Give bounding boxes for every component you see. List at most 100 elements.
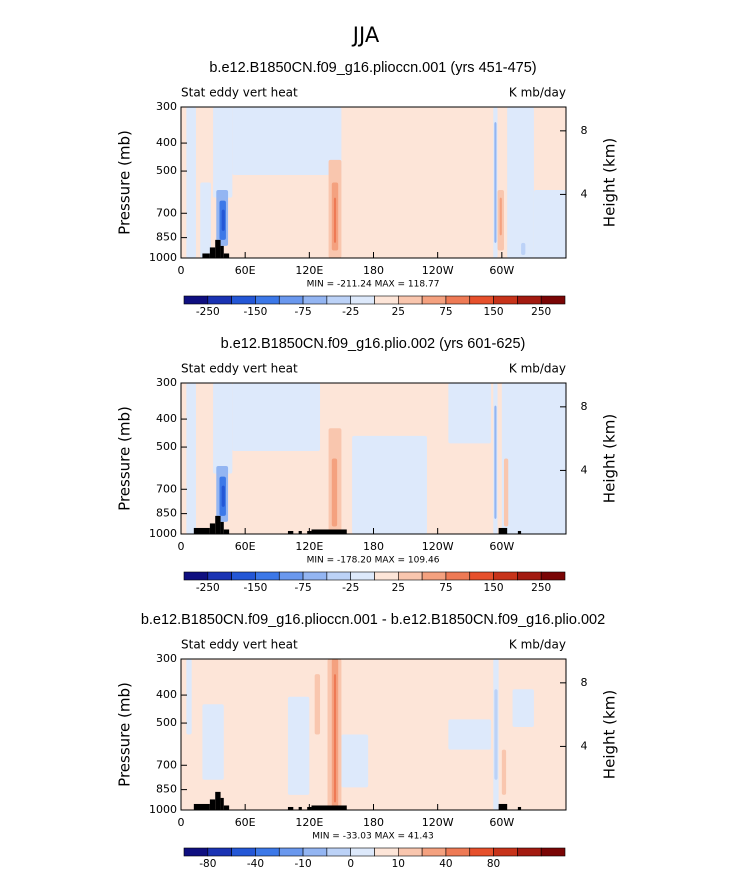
colorbar-label: -75 <box>294 306 311 318</box>
x-tick-label: 120E <box>295 540 323 553</box>
colorbar-box <box>493 295 518 305</box>
colorbar-label: 25 <box>392 582 405 594</box>
colorbar-box <box>445 295 471 305</box>
y2-tick-label: 8 <box>581 676 588 689</box>
topography <box>202 253 210 258</box>
topography <box>311 529 347 534</box>
topography <box>215 239 221 258</box>
y2-tick-label: 4 <box>581 463 588 476</box>
topography <box>517 806 522 810</box>
y-axis-label: Pressure (mb) <box>116 406 134 511</box>
colorbar-box <box>493 847 518 857</box>
colorbar-label: -250 <box>196 582 220 594</box>
colorbar-box <box>540 571 566 581</box>
panel-title: b.e12.B1850CN.f09_g16.plioccn.001 - b.e1… <box>141 612 605 628</box>
colorbar-box <box>469 847 494 857</box>
x-tick-label: 120E <box>295 264 323 277</box>
colorbar-box <box>183 571 209 581</box>
colorbar-box <box>350 295 375 305</box>
topography <box>215 791 221 810</box>
topography <box>209 523 216 534</box>
contour-region <box>331 458 338 527</box>
y-tick-label: 850 <box>156 783 177 796</box>
colorbar-label: 150 <box>484 582 504 594</box>
y2-tick-label: 4 <box>581 739 588 752</box>
contour-region <box>186 383 196 534</box>
topography <box>220 521 224 534</box>
panel-title: b.e12.B1850CN.f09_g16.plioccn.001 (yrs 4… <box>209 60 536 76</box>
colorbar-box <box>231 847 256 857</box>
colorbar-label: -25 <box>342 582 359 594</box>
y-tick-label: 1000 <box>149 803 177 816</box>
contour-region <box>521 242 526 255</box>
colorbar-box <box>540 847 566 857</box>
colorbar-label: 150 <box>484 306 504 318</box>
contour-region <box>503 458 509 527</box>
x-tick-label: 180 <box>363 540 384 553</box>
contour-region <box>533 190 566 258</box>
y-tick-label: 400 <box>156 688 177 701</box>
topography <box>517 530 522 534</box>
left-label: Stat eddy vert heat <box>181 362 298 376</box>
topography <box>220 797 224 810</box>
colorbar-box <box>374 847 399 857</box>
topography <box>193 803 210 810</box>
x-tick-label: 120E <box>295 816 323 829</box>
colorbar-label: -10 <box>294 858 311 870</box>
y-tick-label: 500 <box>156 716 177 729</box>
y-tick-label: 500 <box>156 440 177 453</box>
topography <box>298 806 302 810</box>
colorbar-label: 40 <box>439 858 452 870</box>
topography <box>215 515 221 534</box>
colorbar-box <box>278 295 304 305</box>
contour-region <box>501 383 566 534</box>
topography <box>298 530 302 534</box>
colorbar-label: -40 <box>247 858 264 870</box>
y-axis-label: Pressure (mb) <box>116 130 134 235</box>
colorbar-box <box>350 847 375 857</box>
colorbar-box <box>469 295 494 305</box>
colorbar-label: -75 <box>294 582 311 594</box>
colorbar-box <box>374 571 399 581</box>
contour-region <box>507 107 534 258</box>
topography <box>223 529 230 534</box>
contour-region <box>314 674 321 735</box>
colorbar-label: 250 <box>531 306 551 318</box>
topography <box>498 803 508 810</box>
y-tick-label: 300 <box>156 100 177 113</box>
colorbar-box <box>302 571 328 581</box>
colorbar-box <box>207 847 232 857</box>
colorbar-box <box>374 295 399 305</box>
topography <box>287 806 294 810</box>
contour-region <box>499 197 502 236</box>
contour-region <box>494 689 498 780</box>
right-label: K mb/day <box>509 638 566 652</box>
colorbar-label: -150 <box>244 306 268 318</box>
x-tick-label: 120W <box>422 264 454 277</box>
contour-region <box>221 209 225 231</box>
topography <box>498 527 508 534</box>
colorbar-box <box>517 295 542 305</box>
x-tick-label: 60E <box>235 816 256 829</box>
colorbar-box <box>255 571 280 581</box>
contour-region <box>186 107 196 258</box>
contour-region <box>333 674 337 803</box>
colorbar-box <box>278 847 304 857</box>
x-tick-label: 0 <box>178 816 185 829</box>
colorbar-label: -250 <box>196 306 220 318</box>
colorbar-box <box>421 571 447 581</box>
colorbar-label: 75 <box>439 582 452 594</box>
x-tick-label: 60W <box>489 540 514 553</box>
colorbar-box <box>326 847 351 857</box>
colorbar-label: -80 <box>199 858 216 870</box>
stats-label: MIN = -33.03 MAX = 41.43 <box>312 832 433 842</box>
colorbar-label: 250 <box>531 582 551 594</box>
colorbar-box <box>421 847 447 857</box>
y-tick-label: 700 <box>156 758 177 771</box>
x-tick-label: 0 <box>178 540 185 553</box>
y-tick-label: 700 <box>156 206 177 219</box>
contour-region <box>494 122 497 243</box>
y-tick-label: 700 <box>156 482 177 495</box>
x-tick-label: 60W <box>489 816 514 829</box>
